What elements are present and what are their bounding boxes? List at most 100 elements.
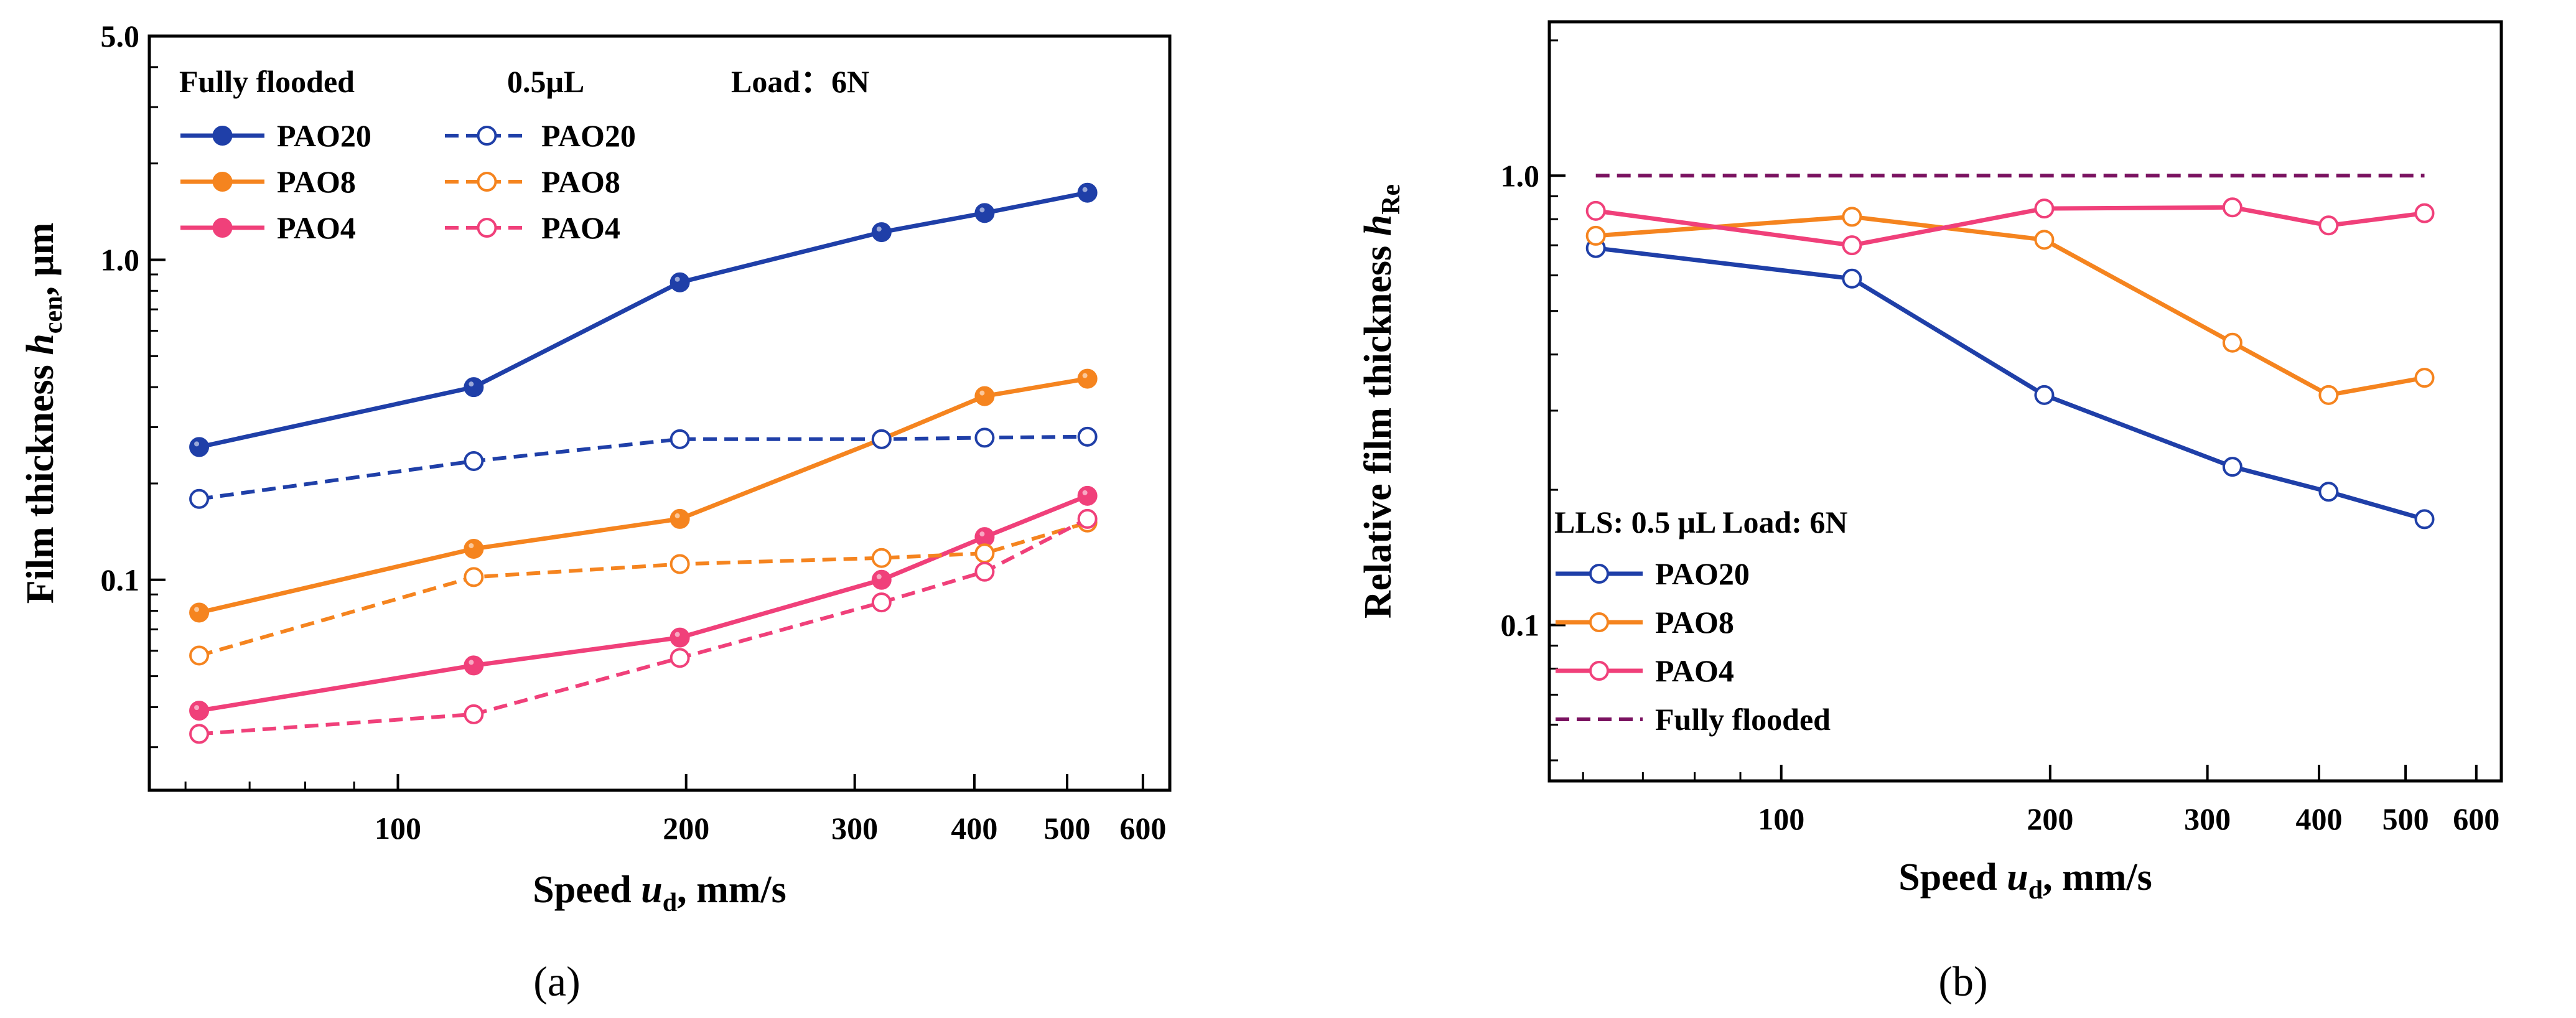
data-point-highlight — [1082, 490, 1088, 495]
x-tick-label: 400 — [951, 811, 997, 846]
x-tick-label: 300 — [831, 811, 878, 846]
data-point — [189, 701, 210, 721]
data-point-highlight — [194, 705, 200, 711]
series-pao8 — [189, 368, 1098, 623]
legend-label: PAO4 — [1655, 653, 1734, 688]
data-point — [670, 648, 690, 668]
legend-label: PAO4 — [541, 210, 620, 245]
data-point-highlight — [1082, 373, 1088, 378]
x-axis-label: Speed ud, mm/s — [1898, 856, 2152, 905]
data-point — [2034, 230, 2055, 250]
legend-marker — [1589, 661, 1609, 681]
series-line — [198, 493, 1088, 713]
series-pao8 — [1585, 207, 2435, 405]
data-point-highlight — [194, 441, 200, 447]
panel-label: (a) — [533, 958, 580, 1005]
y-axis-label-var: h — [19, 334, 62, 355]
x-axis-label-text: Speed — [533, 869, 641, 911]
legend-marker — [1589, 612, 1609, 632]
data-point-highlight — [469, 543, 474, 548]
y-tick-label: 1.0 — [1501, 158, 1540, 193]
data-point — [464, 377, 484, 398]
legend-label: PAO20 — [277, 118, 371, 153]
legend-marker — [477, 126, 497, 146]
data-point-highlight — [876, 574, 882, 579]
x-tick-label: 500 — [1044, 811, 1091, 846]
data-point — [1585, 200, 1606, 221]
series-pao4 — [1585, 197, 2435, 256]
x-tick-label: 100 — [1758, 801, 1804, 836]
y-axis-label-unit: , μm — [19, 223, 62, 296]
data-point — [189, 488, 210, 509]
data-point — [2414, 203, 2435, 223]
data-point — [1077, 426, 1098, 447]
data-point — [871, 569, 892, 590]
data-point-highlight — [979, 531, 985, 537]
x-tick-label: 400 — [2295, 801, 2342, 836]
data-point — [871, 222, 892, 243]
legend-label: Fully flooded — [1655, 702, 1831, 737]
data-point-highlight — [1082, 187, 1088, 192]
data-point-highlight — [674, 513, 680, 518]
series-line — [198, 517, 1088, 736]
legend-header: LLS: 0.5 μL Load: 6N — [1554, 505, 1848, 539]
legend-marker — [1589, 564, 1609, 584]
data-point — [1077, 508, 1098, 529]
data-point — [464, 567, 484, 587]
y-axis-label-sub: Re — [1377, 184, 1406, 215]
data-point — [2034, 385, 2055, 405]
legend-header-load: Load：6N — [731, 64, 869, 99]
data-point — [670, 627, 690, 648]
x-tick-label: 100 — [375, 811, 421, 846]
data-point — [189, 602, 210, 623]
series-line — [1595, 205, 2425, 248]
data-point — [1077, 182, 1098, 203]
data-point — [2318, 385, 2339, 405]
y-axis-label-sub: cen — [39, 296, 68, 334]
x-axis-label-unit: , mm/s — [677, 869, 786, 911]
x-axis-label-sub: d — [663, 889, 677, 917]
series-pao4 — [189, 485, 1098, 721]
data-point — [670, 554, 690, 574]
series-line — [1595, 246, 2425, 521]
data-point — [464, 451, 484, 471]
x-tick-label: 500 — [2382, 801, 2429, 836]
x-axis-label-var: u — [641, 869, 662, 911]
y-axis-label-text: Relative film thickness — [1357, 236, 1399, 619]
data-point — [670, 272, 690, 292]
data-point — [2318, 215, 2339, 236]
y-axis-label-text: Film thickness — [19, 355, 62, 604]
x-tick-label: 600 — [1119, 811, 1166, 846]
legend-label: PAO8 — [1655, 605, 1734, 640]
data-point-highlight — [979, 207, 985, 213]
data-point — [871, 429, 892, 449]
legend-header-volume: 0.5μL — [507, 64, 584, 99]
data-point-highlight — [469, 660, 474, 665]
series-line — [198, 434, 1088, 501]
y-tick-label: 0.1 — [101, 563, 140, 597]
x-tick-label: 600 — [2453, 801, 2499, 836]
data-point — [1842, 235, 1862, 256]
x-tick-label: 200 — [2027, 801, 2073, 836]
series-pao4-dashed — [189, 508, 1098, 744]
data-point — [2222, 197, 2242, 218]
series-pao20 — [189, 182, 1098, 457]
legend-label: PAO20 — [541, 118, 636, 153]
series-pao20 — [1585, 238, 2435, 530]
x-tick-label: 200 — [663, 811, 709, 846]
data-point — [1077, 485, 1098, 506]
legend-marker — [477, 218, 497, 238]
data-point-highlight — [674, 632, 680, 637]
data-point — [974, 543, 995, 564]
x-axis-label-unit: , mm/s — [2043, 856, 2152, 899]
data-point — [1077, 368, 1098, 389]
x-axis-label: Speed ud, mm/s — [533, 869, 786, 917]
y-axis-label-var: h — [1357, 215, 1399, 236]
series-line — [198, 520, 1088, 658]
data-point — [974, 427, 995, 448]
panel-label: (b) — [1938, 958, 1987, 1005]
data-point — [1842, 207, 1862, 227]
data-point — [670, 508, 690, 529]
data-point — [974, 527, 995, 548]
